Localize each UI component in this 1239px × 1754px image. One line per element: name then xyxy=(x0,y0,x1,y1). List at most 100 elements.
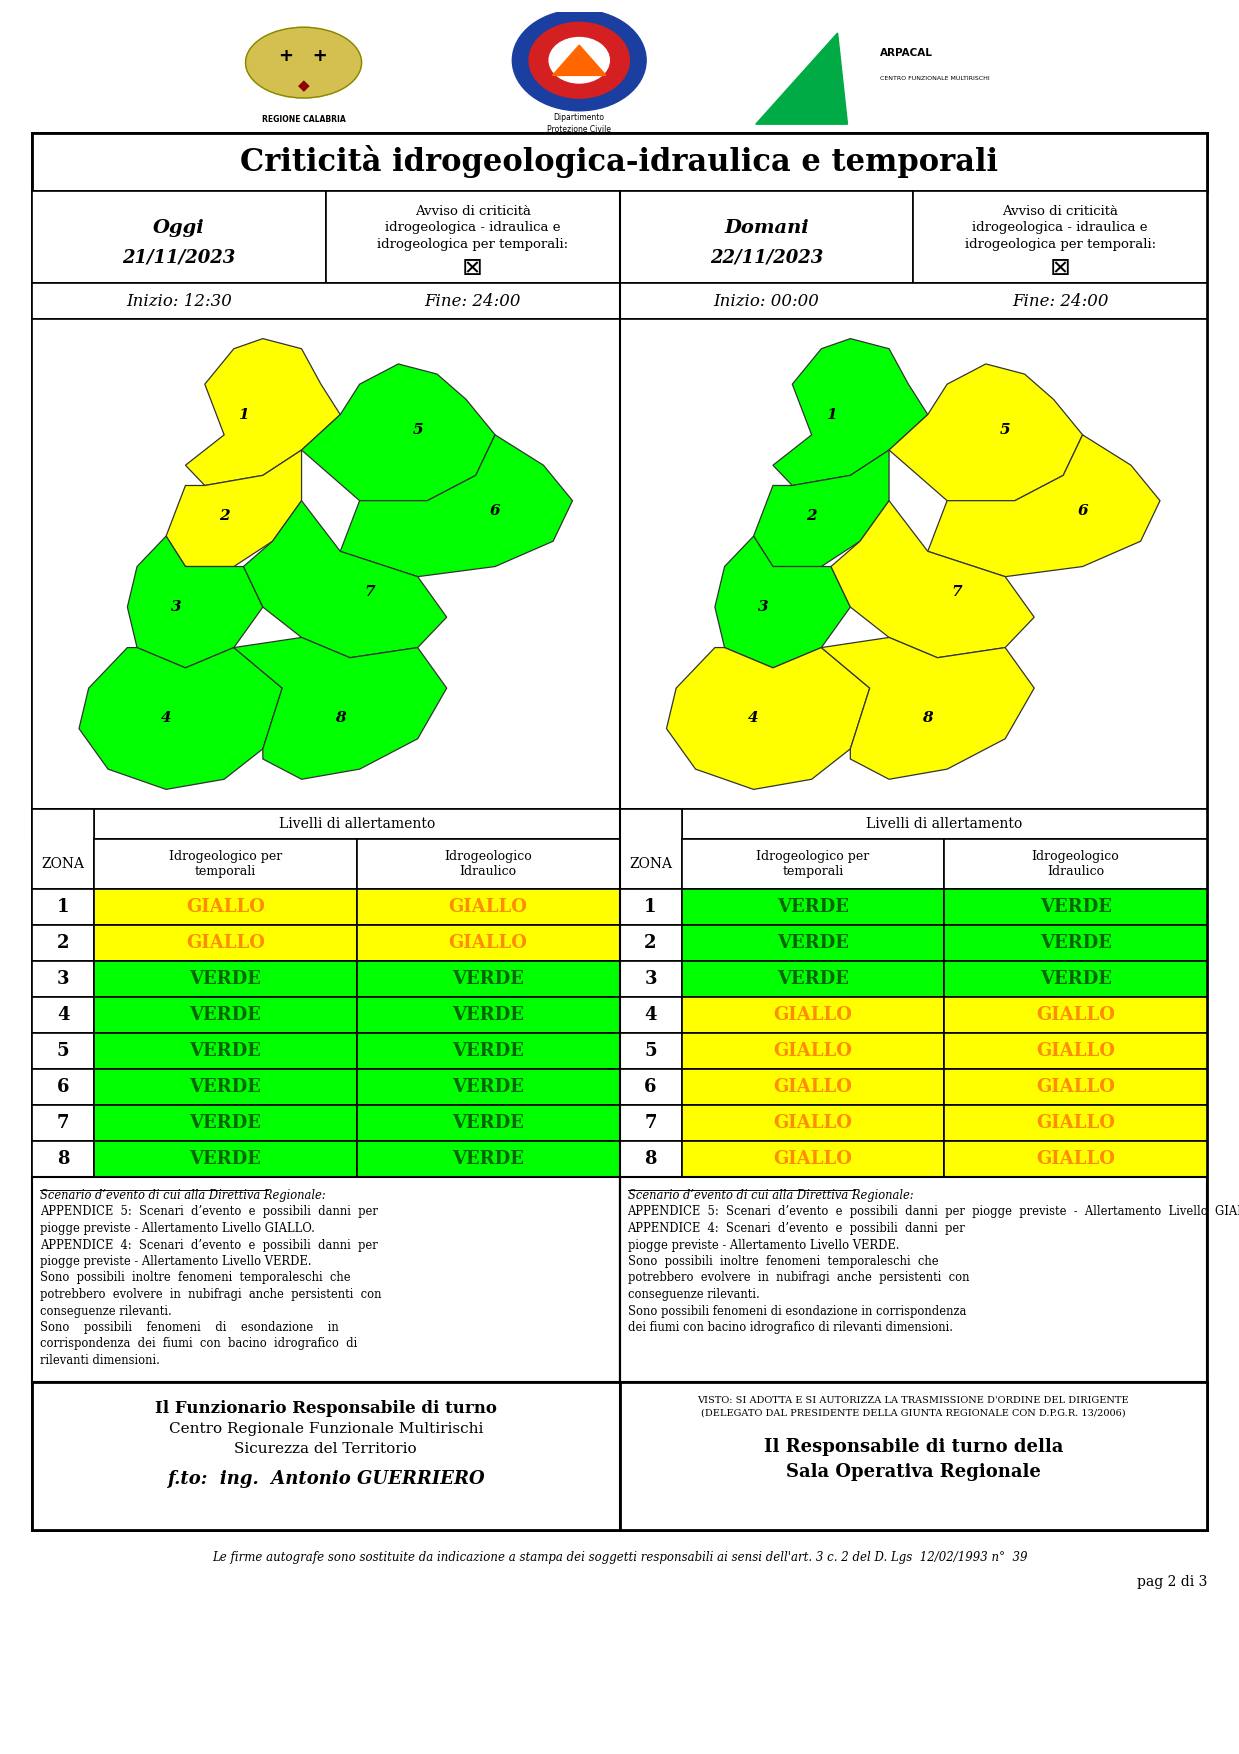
Text: potrebbero  evolvere  in  nubifragi  anche  persistenti  con: potrebbero evolvere in nubifragi anche p… xyxy=(627,1272,969,1284)
Bar xyxy=(32,996,94,1033)
Bar xyxy=(357,1142,620,1177)
Bar xyxy=(620,889,681,924)
Text: 7: 7 xyxy=(364,584,374,598)
Text: Domani: Domani xyxy=(724,219,809,237)
Bar xyxy=(32,1177,620,1382)
Text: 7: 7 xyxy=(57,1114,69,1131)
Bar xyxy=(32,889,94,924)
Text: corrispondenza  dei  fiumi  con  bacino  idrografico  di: corrispondenza dei fiumi con bacino idro… xyxy=(40,1338,357,1351)
Text: Fine: 24:00: Fine: 24:00 xyxy=(1012,293,1109,309)
Bar xyxy=(944,889,1207,924)
Bar xyxy=(681,924,944,961)
Bar xyxy=(620,1382,1207,1529)
Text: GIALLO: GIALLO xyxy=(186,898,265,916)
Text: Sono possibili fenomeni di esondazione in corrispondenza: Sono possibili fenomeni di esondazione i… xyxy=(627,1305,966,1317)
Bar xyxy=(913,191,1207,282)
Text: CENTRO FUNZIONALE MULTIRISCHI: CENTRO FUNZIONALE MULTIRISCHI xyxy=(880,75,990,81)
Text: VERDE: VERDE xyxy=(190,970,261,988)
Text: pag 2 di 3: pag 2 di 3 xyxy=(1136,1575,1207,1589)
Circle shape xyxy=(513,11,647,111)
Bar xyxy=(326,191,620,282)
Text: GIALLO: GIALLO xyxy=(773,1042,852,1059)
Text: 8: 8 xyxy=(923,712,933,726)
Text: ◆: ◆ xyxy=(297,77,310,93)
Bar xyxy=(620,961,681,996)
Text: +   +: + + xyxy=(279,47,328,65)
Bar xyxy=(944,1142,1207,1177)
Bar xyxy=(944,1068,1207,1105)
Text: ⊠: ⊠ xyxy=(462,256,483,281)
Text: 1: 1 xyxy=(644,898,657,916)
Bar xyxy=(620,319,1207,809)
Text: dei fiumi con bacino idrografico di rilevanti dimensioni.: dei fiumi con bacino idrografico di rile… xyxy=(627,1321,953,1335)
Text: Sono  possibili  inoltre  fenomeni  temporaleschi  che: Sono possibili inoltre fenomeni temporal… xyxy=(627,1256,938,1268)
Text: VERDE: VERDE xyxy=(1040,933,1111,952)
Text: Sicurezza del Territorio: Sicurezza del Territorio xyxy=(234,1442,418,1456)
Bar xyxy=(94,1068,357,1105)
Text: VERDE: VERDE xyxy=(190,1042,261,1059)
Bar xyxy=(681,996,944,1033)
Text: 8: 8 xyxy=(335,712,346,726)
Text: idrogeologica per temporali:: idrogeologica per temporali: xyxy=(965,239,1156,251)
Bar xyxy=(32,282,620,319)
Polygon shape xyxy=(756,33,847,125)
Circle shape xyxy=(549,37,610,82)
Text: Il Responsabile di turno della
Sala Operativa Regionale: Il Responsabile di turno della Sala Oper… xyxy=(763,1438,1063,1480)
Polygon shape xyxy=(186,339,341,486)
Bar xyxy=(944,961,1207,996)
Text: 8: 8 xyxy=(57,1151,69,1168)
Text: 2: 2 xyxy=(219,509,229,523)
Bar xyxy=(620,809,681,838)
Bar xyxy=(94,924,357,961)
Text: piogge previste - Allertamento Livello GIALLO.: piogge previste - Allertamento Livello G… xyxy=(40,1223,315,1235)
Text: GIALLO: GIALLO xyxy=(449,898,528,916)
Text: idrogeologica per temporali:: idrogeologica per temporali: xyxy=(377,239,569,251)
Bar xyxy=(32,809,94,838)
Text: 3: 3 xyxy=(171,600,181,614)
Text: 4: 4 xyxy=(161,712,171,726)
Bar xyxy=(944,1033,1207,1068)
Text: VERDE: VERDE xyxy=(452,970,524,988)
Text: 7: 7 xyxy=(644,1114,657,1131)
Bar xyxy=(32,133,1207,1529)
Text: 6: 6 xyxy=(1077,503,1088,517)
Text: 22/11/2023: 22/11/2023 xyxy=(710,249,823,267)
Text: VERDE: VERDE xyxy=(452,1007,524,1024)
Text: (DELEGATO DAL PRESIDENTE DELLA GIUNTA REGIONALE CON D.P.G.R. 13/2006): (DELEGATO DAL PRESIDENTE DELLA GIUNTA RE… xyxy=(701,1408,1125,1417)
Polygon shape xyxy=(166,451,301,567)
Text: 4: 4 xyxy=(748,712,760,726)
Text: ZONA: ZONA xyxy=(41,858,84,872)
Text: VERDE: VERDE xyxy=(777,933,849,952)
Text: Dipartimento: Dipartimento xyxy=(554,114,605,123)
Polygon shape xyxy=(890,363,1083,500)
Bar xyxy=(94,1142,357,1177)
Text: VERDE: VERDE xyxy=(777,970,849,988)
Polygon shape xyxy=(79,647,282,789)
Bar xyxy=(32,961,94,996)
Text: APPENDICE  4:  Scenari  d’evento  e  possibili  danni  per: APPENDICE 4: Scenari d’evento e possibil… xyxy=(627,1223,965,1235)
Bar xyxy=(32,809,94,889)
Bar xyxy=(94,809,620,838)
Text: GIALLO: GIALLO xyxy=(773,1007,852,1024)
Bar xyxy=(681,809,1207,838)
Text: Inizio: 12:30: Inizio: 12:30 xyxy=(126,293,232,309)
Text: VERDE: VERDE xyxy=(190,1114,261,1131)
Text: GIALLO: GIALLO xyxy=(1036,1079,1115,1096)
Bar xyxy=(357,961,620,996)
Bar xyxy=(94,838,357,889)
Bar xyxy=(94,996,357,1033)
Text: piogge previste - Allertamento Livello VERDE.: piogge previste - Allertamento Livello V… xyxy=(40,1256,311,1268)
Text: VERDE: VERDE xyxy=(190,1079,261,1096)
Bar xyxy=(32,1142,94,1177)
Text: 5: 5 xyxy=(1000,423,1011,437)
Text: VERDE: VERDE xyxy=(1040,898,1111,916)
Text: 1: 1 xyxy=(238,407,249,421)
Text: VERDE: VERDE xyxy=(190,1151,261,1168)
Bar xyxy=(94,961,357,996)
Bar xyxy=(681,889,944,924)
Bar xyxy=(32,1033,94,1068)
Text: Protezione Civile: Protezione Civile xyxy=(548,125,611,133)
Text: 4: 4 xyxy=(644,1007,657,1024)
Text: GIALLO: GIALLO xyxy=(1036,1042,1115,1059)
Text: VERDE: VERDE xyxy=(452,1114,524,1131)
